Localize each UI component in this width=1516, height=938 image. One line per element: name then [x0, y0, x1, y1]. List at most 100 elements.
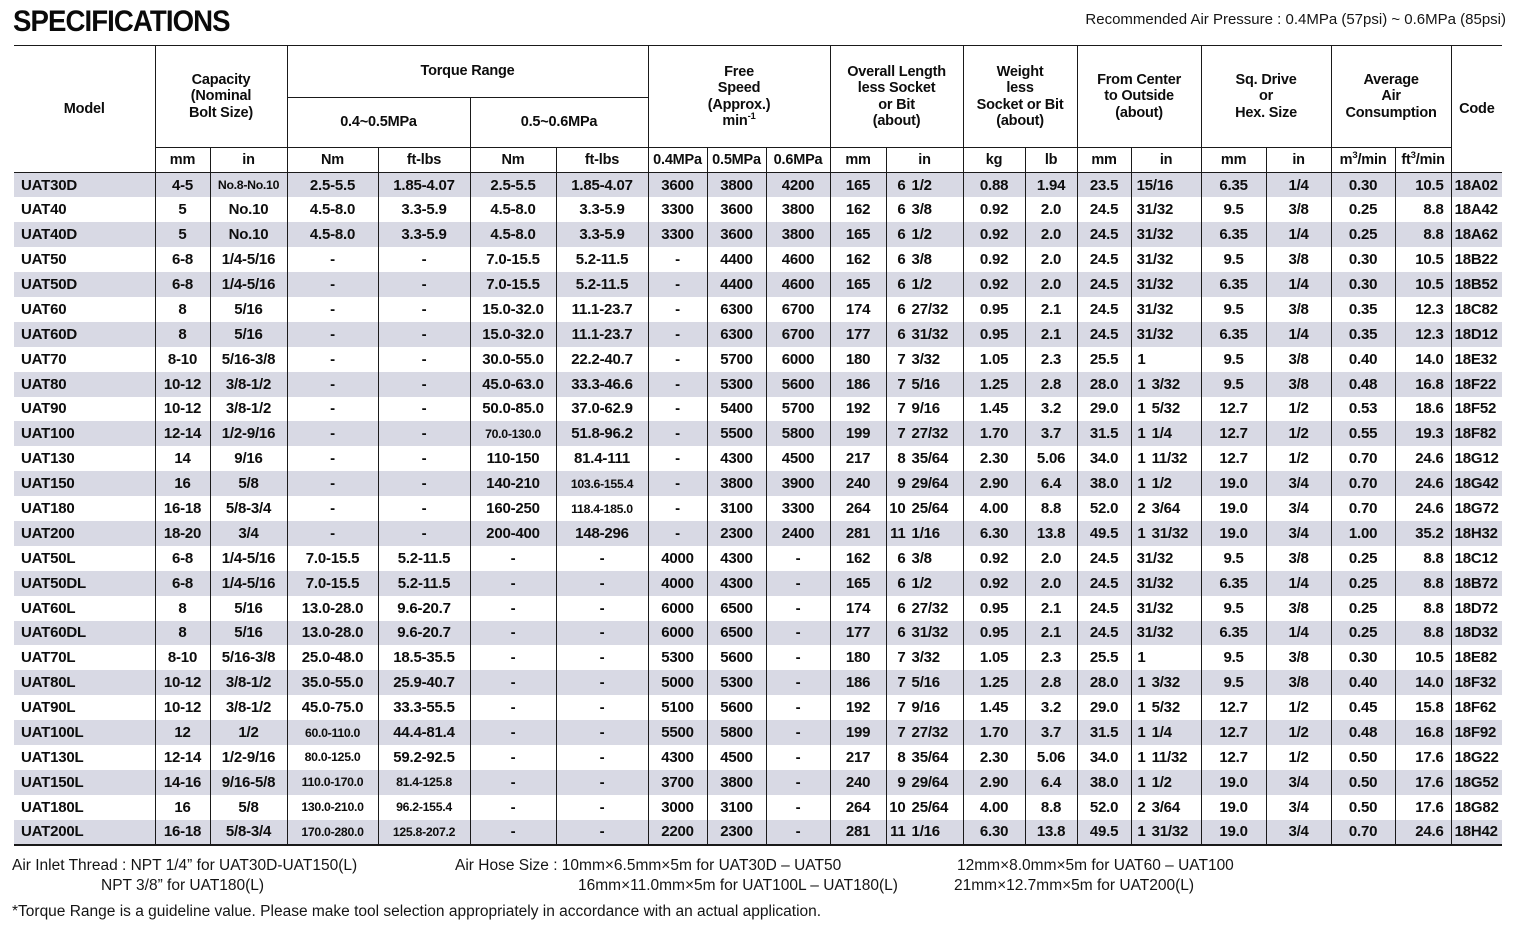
spec-cell: 9/16	[209, 446, 288, 472]
spec-cell: 23.5	[1076, 172, 1132, 198]
spec-cell: 174	[829, 296, 887, 322]
spec-cell: 5	[154, 197, 211, 223]
spec-cell: 3800	[765, 222, 831, 248]
spec-cell: 1.85-4.07	[377, 172, 471, 198]
spec-cell: 10.5	[1394, 172, 1452, 198]
spec-cell: 31.5	[1076, 421, 1132, 447]
spec-cell: 29.0	[1076, 396, 1132, 422]
column-header: Free Speed (Approx.) min-1	[647, 45, 831, 148]
spec-cell: 8 35/64	[885, 744, 964, 770]
code-cell: 18B52	[1450, 272, 1503, 297]
spec-cell: 4.5-8.0	[286, 197, 379, 223]
model-cell: UAT200	[14, 520, 156, 546]
spec-cell: 0.40	[1330, 670, 1396, 696]
spec-cell: 1/4	[1265, 272, 1332, 297]
spec-cell: 9.6-20.7	[377, 620, 471, 646]
spec-cell: 70.0-130.0	[469, 421, 557, 447]
spec-cell: 3100	[706, 794, 767, 820]
spec-cell: 6 3/8	[885, 197, 964, 223]
spec-cell: 6300	[706, 296, 767, 322]
model-cell: UAT200L	[14, 819, 156, 846]
spec-cell: 6000	[647, 595, 708, 621]
spec-cell: 5800	[706, 720, 767, 745]
spec-cell: 16.8	[1394, 371, 1452, 397]
spec-cell: 118.4-185.0	[555, 496, 649, 521]
spec-cell: 3/8	[1265, 197, 1332, 223]
spec-cell: -	[286, 496, 379, 521]
code-cell: 18F92	[1450, 720, 1503, 745]
spec-cell: 1 1/2	[1130, 471, 1202, 497]
spec-cell: 199	[829, 421, 887, 447]
spec-cell: 3/8-1/2	[209, 670, 288, 696]
code-cell: 18C12	[1450, 545, 1503, 571]
spec-cell: 0.25	[1330, 545, 1396, 571]
column-header: Torque Range	[286, 45, 649, 98]
unit-header: 0.4MPa	[647, 147, 708, 173]
table-row: UAT70L 8-10 5/16-3/8 25.0-48.0 18.5-35.5- -53…	[14, 645, 1503, 671]
unit-header: ft3/min	[1394, 147, 1452, 173]
spec-cell: 12-14	[154, 421, 211, 447]
spec-cell: 2.1	[1024, 296, 1078, 322]
spec-cell: 24.6	[1394, 496, 1452, 521]
spec-cell: 2300	[706, 819, 767, 846]
spec-cell: 8-10	[154, 645, 211, 671]
spec-cell: 165	[829, 272, 887, 297]
spec-cell: 7 5/16	[885, 670, 964, 696]
spec-cell: 5700	[706, 346, 767, 372]
spec-cell: 10-12	[154, 670, 211, 696]
spec-cell: 3/8	[1265, 595, 1332, 621]
spec-cell: 11.1-23.7	[555, 296, 649, 322]
spec-cell: 264	[829, 794, 887, 820]
spec-cell: 5400	[706, 396, 767, 422]
model-cell: UAT60DL	[14, 620, 156, 646]
spec-cell: 24.5	[1076, 296, 1132, 322]
model-cell: UAT50DL	[14, 570, 156, 596]
spec-cell: 2200	[647, 819, 708, 846]
spec-cell: 180	[829, 645, 887, 671]
spec-cell: 2.8	[1024, 371, 1078, 397]
spec-cell: 5.2-11.5	[377, 570, 471, 596]
spec-cell: 24.5	[1076, 272, 1132, 297]
spec-cell: 59.2-92.5	[377, 744, 471, 770]
spec-cell: 25.9-40.7	[377, 670, 471, 696]
spec-cell: 3300	[765, 496, 831, 521]
spec-cell: -	[377, 346, 471, 372]
code-cell: 18G82	[1450, 794, 1503, 820]
spec-cell: 0.25	[1330, 595, 1396, 621]
spec-cell: 0.95	[962, 595, 1026, 621]
model-cell: UAT90L	[14, 695, 156, 721]
spec-cell: 0.48	[1330, 371, 1396, 397]
spec-cell: 8	[154, 296, 211, 322]
spec-cell: 12.7	[1200, 421, 1267, 447]
spec-cell: 9.5	[1200, 247, 1267, 273]
spec-cell: 1.94	[1024, 172, 1078, 198]
spec-cell: 1/4	[1265, 172, 1332, 198]
spec-cell: 3800	[706, 769, 767, 795]
spec-cell: -	[469, 645, 557, 671]
spec-cell: 199	[829, 720, 887, 745]
spec-cell: 5/8-3/4	[209, 819, 288, 846]
table-row: UAT100L 12 1/2 60.0-110.0 44.4-81.4- -5500 580…	[14, 720, 1503, 745]
spec-cell: 1/2	[1265, 421, 1332, 447]
spec-cell: 24.6	[1394, 446, 1452, 472]
spec-cell: 3/8	[1265, 670, 1332, 696]
table-row: UAT30D 4-5 No.8-No.10 2.5-5.5 1.85-4.07 2.5-5…	[14, 172, 1503, 198]
spec-cell: 0.50	[1330, 744, 1396, 770]
unit-header: 0.6MPa	[765, 147, 831, 173]
column-header: 0.5~0.6MPa	[469, 97, 649, 148]
model-cell: UAT80	[14, 371, 156, 397]
spec-cell: 49.5	[1076, 819, 1132, 846]
spec-cell: 3/8	[1265, 545, 1332, 571]
spec-cell: 1 31/32	[1130, 520, 1202, 546]
spec-cell: -	[647, 496, 708, 521]
spec-cell: 0.30	[1330, 172, 1396, 198]
spec-cell: 5.2-11.5	[555, 247, 649, 273]
spec-cell: 0.92	[962, 570, 1026, 596]
specifications-table: Model Capacity (Nominal Bolt Size) Torque …	[14, 45, 1503, 846]
spec-cell: 2400	[765, 520, 831, 546]
spec-cell: 9/16-5/8	[209, 769, 288, 795]
spec-cell: 3.7	[1024, 720, 1078, 745]
spec-cell: 180	[829, 346, 887, 372]
spec-cell: -	[765, 595, 831, 621]
spec-cell: 16-18	[154, 496, 211, 521]
